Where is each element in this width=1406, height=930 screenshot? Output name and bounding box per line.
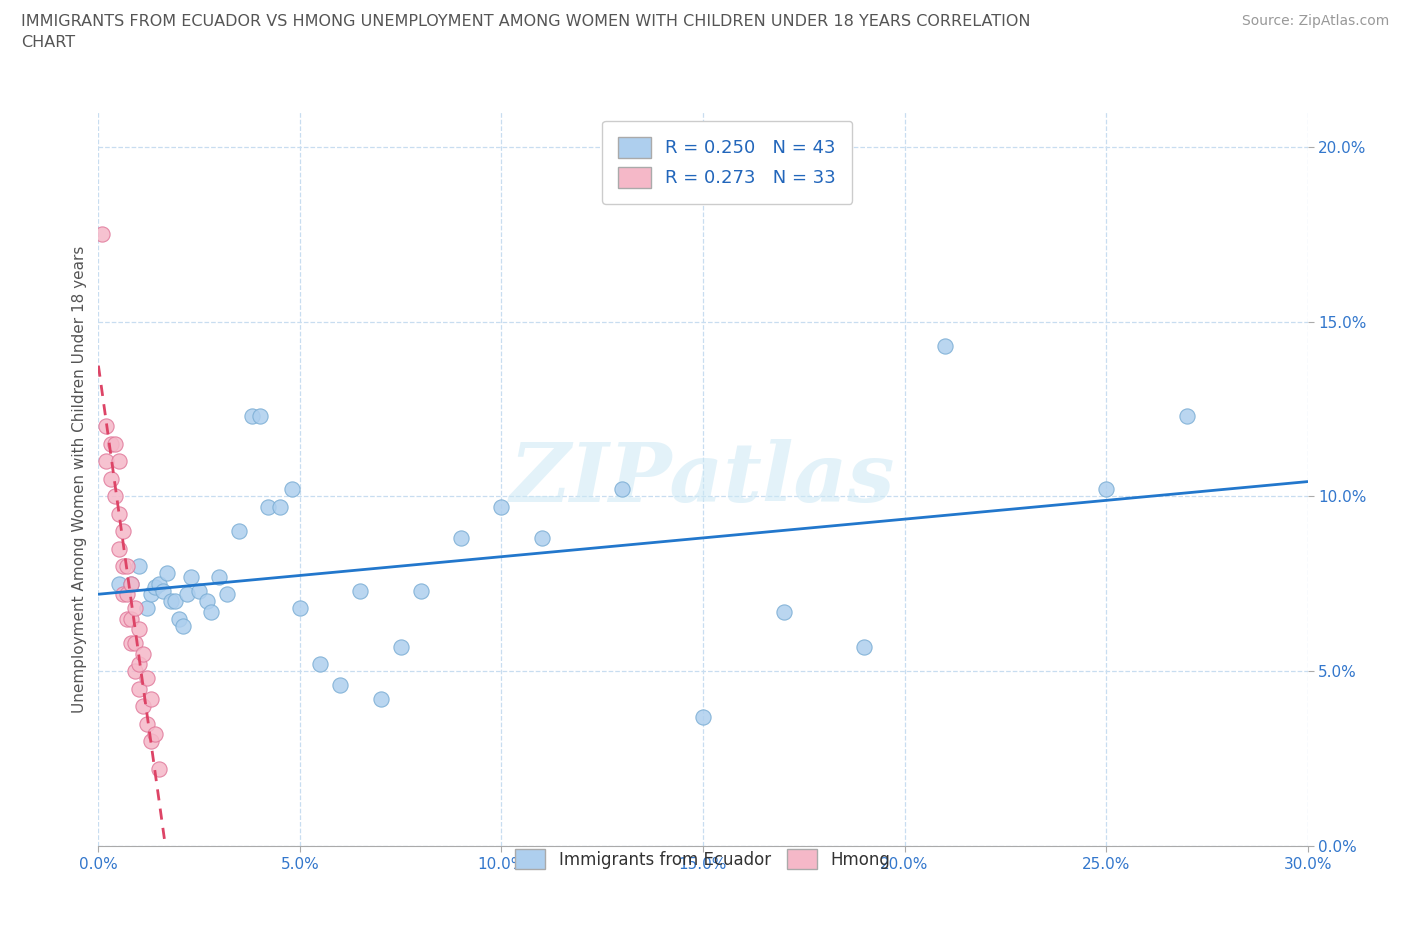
Legend: Immigrants from Ecuador, Hmong: Immigrants from Ecuador, Hmong [502,836,904,882]
Point [124,601,146,616]
Point [128,622,150,637]
Point [612,482,634,497]
Point [329,678,352,693]
Point [132,646,155,661]
Point [115,559,138,574]
Point [249,408,271,423]
Point [281,482,304,497]
Point [256,499,278,514]
Point [409,583,432,598]
Point [100,436,122,451]
Point [107,541,129,556]
Point [96,419,118,434]
Point [135,716,157,731]
Point [530,531,553,546]
Point [1175,408,1198,423]
Point [91,227,114,242]
Point [120,636,142,651]
Point [143,727,166,742]
Point [128,657,150,671]
Point [180,569,202,584]
Point [349,583,371,598]
Point [156,566,179,581]
Point [389,640,412,655]
Text: CHART: CHART [21,35,75,50]
Point [139,587,162,602]
Point [1095,482,1118,497]
Point [120,611,142,626]
Point [309,657,332,671]
Point [200,604,222,619]
Text: IMMIGRANTS FROM ECUADOR VS HMONG UNEMPLOYMENT AMONG WOMEN WITH CHILDREN UNDER 18: IMMIGRANTS FROM ECUADOR VS HMONG UNEMPLO… [21,14,1031,29]
Point [143,580,166,595]
Point [139,692,162,707]
Point [208,569,231,584]
Point [107,577,129,591]
Point [115,587,138,602]
Point [195,594,218,609]
Point [217,587,239,602]
Point [188,583,211,598]
Point [111,587,134,602]
Point [228,524,250,538]
Point [152,583,174,598]
Point [176,587,198,602]
Point [269,499,291,514]
Point [120,577,142,591]
Point [148,577,170,591]
Point [139,734,162,749]
Point [450,531,472,546]
Point [135,601,157,616]
Point [103,489,125,504]
Y-axis label: Unemployment Among Women with Children Under 18 years: Unemployment Among Women with Children U… [72,246,87,712]
Point [100,472,122,486]
Point [128,682,150,697]
Point [132,699,155,714]
Point [172,618,194,633]
Point [772,604,794,619]
Point [111,524,134,538]
Point [148,762,170,777]
Point [370,692,392,707]
Point [853,640,876,655]
Point [124,636,146,651]
Point [103,436,125,451]
Point [160,594,183,609]
Point [491,499,513,514]
Point [107,454,129,469]
Point [96,454,118,469]
Text: Source: ZipAtlas.com: Source: ZipAtlas.com [1241,14,1389,28]
Point [135,671,157,685]
Point [111,559,134,574]
Point [124,664,146,679]
Point [120,577,142,591]
Point [240,408,263,423]
Point [163,594,186,609]
Point [692,710,714,724]
Point [115,611,138,626]
Point [128,559,150,574]
Point [288,601,311,616]
Point [107,507,129,522]
Point [934,339,956,353]
Text: ZIPatlas: ZIPatlas [510,439,896,519]
Point [167,611,190,626]
